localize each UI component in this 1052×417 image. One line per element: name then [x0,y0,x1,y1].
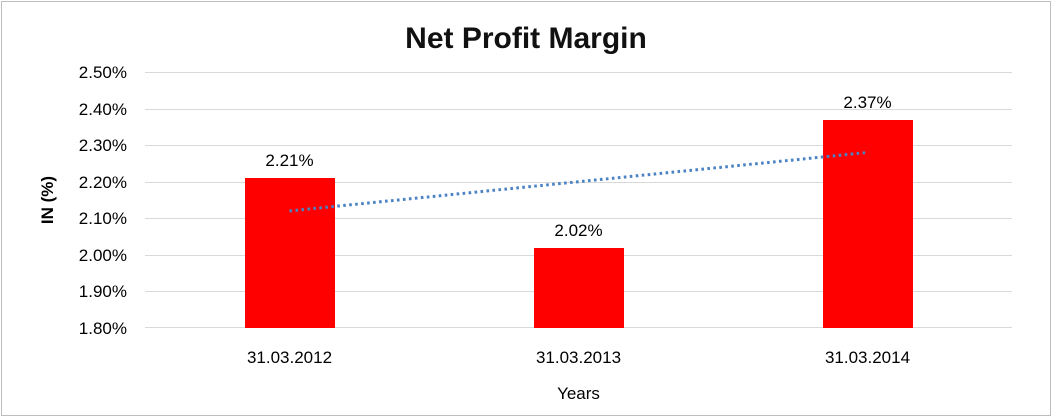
bar-data-label: 2.02% [554,220,603,240]
y-axis-tick-label: 2.50% [78,63,127,82]
gridline [145,145,1012,146]
y-axis-tick-label: 1.80% [78,319,127,338]
x-axis-tick-label: 31.03.2013 [535,348,622,367]
x-axis-tick-label: 31.03.2012 [246,348,333,367]
bar[interactable] [244,178,335,328]
bar[interactable] [822,119,913,328]
bars-layer [145,72,1012,328]
bar-data-label: 2.37% [843,92,892,112]
x-axis-title: Years [557,384,600,403]
y-axis-tick-label: 2.00% [78,245,127,265]
y-axis-tick-label: 2.20% [78,172,127,192]
y-axis-tick-label: 2.30% [78,136,127,156]
x-axis-tick-label: 31.03.2014 [824,348,911,367]
bar[interactable] [533,247,624,328]
y-axis-tick-label: 2.10% [78,209,127,229]
y-axis-tick-label: 2.40% [78,99,127,119]
plot-area: 2.21% 2.02% 2.37% [145,72,1012,328]
y-axis-tick-label: 1.90% [78,282,127,302]
gridline [145,72,1012,73]
gridline [145,109,1012,110]
trendline [289,150,868,213]
gridline [145,218,1012,219]
bar-data-labels-layer: 2.21% 2.02% 2.37% [145,72,1012,328]
bar-data-label: 2.21% [265,151,314,171]
chart-title: Net Profit Margin [405,22,647,55]
